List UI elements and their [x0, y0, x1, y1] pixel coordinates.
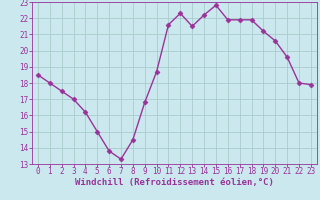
X-axis label: Windchill (Refroidissement éolien,°C): Windchill (Refroidissement éolien,°C)	[75, 178, 274, 187]
